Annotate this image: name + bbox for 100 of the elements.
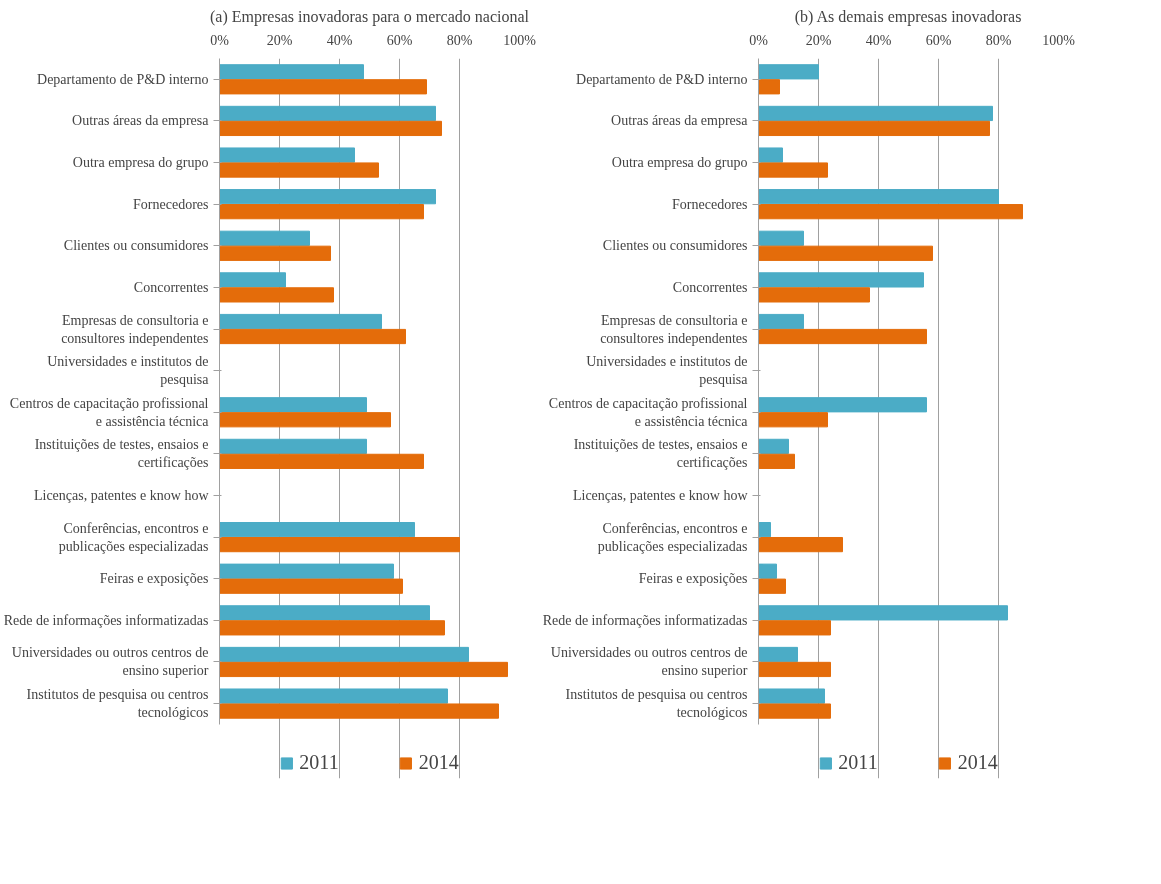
bar bbox=[219, 605, 430, 621]
legend-label: 2011 bbox=[838, 751, 878, 774]
bar bbox=[219, 189, 436, 205]
bar bbox=[758, 536, 843, 553]
y-tick-label: Fornecedores bbox=[672, 196, 748, 212]
x-tick-label: 0% bbox=[210, 32, 230, 48]
bar bbox=[219, 245, 331, 261]
bar bbox=[219, 522, 415, 538]
bar bbox=[219, 287, 334, 303]
x-tick-label: 60% bbox=[925, 32, 952, 48]
bar bbox=[758, 204, 1023, 220]
y-tick-label: Licenças, patentes e know how bbox=[33, 487, 210, 503]
bar bbox=[758, 453, 795, 469]
bar bbox=[219, 105, 436, 122]
bar bbox=[219, 230, 310, 246]
bar bbox=[219, 397, 367, 413]
y-tick-label: Clientes ou consumidores bbox=[63, 238, 209, 254]
y-tick-label: Clientes ou consumidores bbox=[602, 238, 748, 254]
x-tick-label: 20% bbox=[805, 32, 832, 48]
bar bbox=[758, 120, 990, 137]
bar bbox=[758, 79, 780, 95]
y-tick-label: Instituições de testes, ensaios e certificações bbox=[573, 437, 748, 471]
bar bbox=[219, 313, 382, 330]
bar bbox=[758, 620, 831, 636]
x-tick-label: 80% bbox=[985, 32, 1012, 48]
bar bbox=[219, 147, 355, 163]
bar bbox=[758, 661, 831, 678]
y-tick-label: Feiras e exposições bbox=[638, 571, 748, 587]
x-tick-label: 20% bbox=[266, 32, 293, 48]
chart-title: (a) Empresas inovadoras para o mercado nacional bbox=[210, 7, 530, 26]
bar bbox=[219, 204, 424, 220]
y-tick-label: Departamento de P&D interno bbox=[37, 71, 209, 87]
y-tick-label: Outra empresa do grupo bbox=[72, 155, 209, 171]
bar bbox=[758, 147, 783, 163]
y-tick-label: Outras áreas da empresa bbox=[611, 113, 749, 129]
y-tick-label: Concorrentes bbox=[672, 279, 748, 295]
y-tick-label: Universidades e institutos de pesquisa bbox=[47, 354, 210, 388]
y-tick-label: Universidades ou outros centros de ensino superior bbox=[11, 645, 209, 679]
bar bbox=[219, 578, 403, 594]
x-tick-label: 100% bbox=[1042, 32, 1076, 48]
bar bbox=[758, 328, 927, 345]
y-tick-label: Universidades ou outros centros de ensino superior bbox=[550, 645, 748, 679]
y-tick-label: Departamento de P&D interno bbox=[576, 71, 748, 87]
bar bbox=[219, 162, 379, 178]
bar bbox=[758, 646, 798, 663]
bar bbox=[758, 105, 993, 122]
y-tick-label: Outra empresa do grupo bbox=[611, 155, 748, 171]
y-tick-label: Centros de capacitação profissional e assistência técnica bbox=[9, 395, 210, 429]
bar bbox=[219, 79, 427, 95]
bar bbox=[758, 162, 828, 178]
y-tick-label: Outras áreas da empresa bbox=[72, 113, 210, 129]
bar bbox=[219, 646, 469, 663]
y-tick-label: Empresas de consultoria e consultores independentes bbox=[600, 312, 748, 346]
x-tick-label: 100% bbox=[503, 32, 537, 48]
bar bbox=[219, 688, 448, 704]
x-tick-label: 0% bbox=[749, 32, 769, 48]
bar bbox=[219, 272, 286, 288]
y-tick-label: Fornecedores bbox=[133, 196, 209, 212]
y-tick-label: Conferências, encontros e publicações especializadas bbox=[58, 520, 209, 554]
legend-label: 2014 bbox=[957, 751, 998, 774]
bar bbox=[758, 189, 999, 205]
bar bbox=[758, 703, 831, 719]
bar bbox=[758, 397, 927, 413]
bar bbox=[219, 120, 442, 137]
y-tick-label: Instituições de testes, ensaios e certificações bbox=[34, 437, 209, 471]
y-tick-label: Concorrentes bbox=[133, 279, 209, 295]
y-tick-label: Institutos de pesquisa ou centros tecnológicos bbox=[26, 687, 209, 721]
x-tick-label: 40% bbox=[865, 32, 892, 48]
x-tick-label: 60% bbox=[386, 32, 413, 48]
bar bbox=[758, 287, 870, 303]
y-tick-label: Rede de informações informatizadas bbox=[3, 612, 209, 628]
y-tick-label: Rede de informações informatizadas bbox=[542, 612, 748, 628]
bar bbox=[758, 313, 804, 330]
bar bbox=[219, 438, 367, 454]
bar bbox=[219, 536, 460, 553]
bar bbox=[219, 703, 499, 719]
bar bbox=[758, 272, 924, 288]
bar bbox=[758, 230, 804, 246]
legend-label: 2011 bbox=[299, 751, 339, 774]
bar bbox=[219, 453, 424, 469]
bar bbox=[219, 328, 406, 345]
bar bbox=[219, 412, 391, 428]
bar bbox=[219, 563, 394, 579]
chart-title: (b) As demais empresas inovadoras bbox=[794, 7, 1022, 26]
y-tick-label: Licenças, patentes e know how bbox=[572, 487, 749, 503]
x-tick-label: 40% bbox=[326, 32, 353, 48]
bar bbox=[758, 64, 819, 80]
y-tick-label: Universidades e institutos de pesquisa bbox=[586, 354, 749, 388]
bar bbox=[219, 661, 508, 678]
bar bbox=[758, 578, 786, 594]
y-tick-label: Institutos de pesquisa ou centros tecnológicos bbox=[565, 687, 748, 721]
bar bbox=[758, 522, 771, 538]
y-tick-label: Centros de capacitação profissional e assistência técnica bbox=[548, 395, 749, 429]
bar bbox=[758, 438, 789, 454]
bar bbox=[758, 245, 933, 261]
legend-label: 2014 bbox=[418, 751, 459, 774]
bar bbox=[758, 605, 1008, 621]
x-tick-label: 80% bbox=[446, 32, 473, 48]
bar bbox=[758, 688, 825, 704]
y-tick-label: Conferências, encontros e publicações especializadas bbox=[597, 520, 748, 554]
